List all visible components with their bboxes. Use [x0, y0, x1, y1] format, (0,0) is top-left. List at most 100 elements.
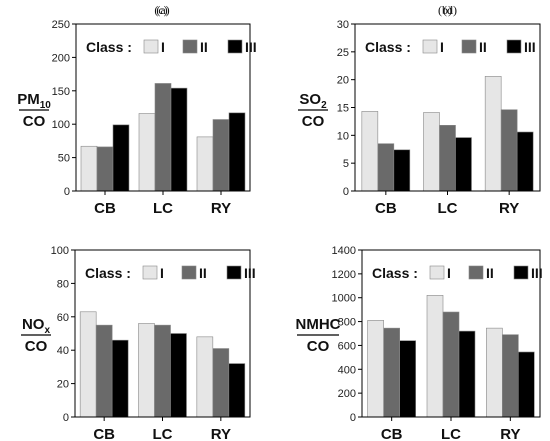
- legend: Class : I II III: [372, 265, 543, 281]
- y-tick-label: 30: [337, 19, 349, 31]
- legend-label-class-iii: III: [245, 39, 257, 55]
- bar-lc-class-ii: [154, 83, 172, 192]
- bar-lc-class-i: [138, 323, 155, 418]
- y-tick-label: 1200: [332, 269, 356, 281]
- y-label-numerator: PM10: [17, 91, 51, 111]
- plot-frame: [354, 23, 541, 192]
- bar-lc-class-i: [138, 113, 156, 192]
- bar-lc-class-i: [426, 295, 444, 418]
- bar-cb-class-i: [361, 111, 379, 192]
- y-tick-label: 100: [51, 245, 69, 257]
- y-axis-label: PM10 CO: [17, 91, 51, 130]
- legend-swatch-class-ii: [182, 39, 198, 54]
- y-tick-label: 80: [57, 278, 69, 290]
- y-tick-label: 60: [57, 312, 69, 324]
- legend-label-class-i: I: [161, 39, 165, 55]
- bar-ry-class-ii: [212, 348, 230, 418]
- x-category-label: CB: [94, 200, 116, 217]
- bar-lc-class-iii: [455, 137, 472, 192]
- y-label-numerator: NMHC: [296, 316, 341, 333]
- bar-cb-class-iii: [111, 339, 129, 418]
- y-tick-label: 10: [337, 130, 349, 142]
- legend-swatch-class-ii: [468, 265, 484, 280]
- y-axis-label: NMHC CO: [296, 316, 341, 355]
- bar-lc-class-ii: [154, 324, 171, 418]
- bar-lc-class-iii: [170, 333, 187, 418]
- legend-swatch-class-iii: [506, 39, 522, 54]
- legend-swatch-class-i: [142, 265, 158, 280]
- y-axis-label: SO2 CO: [298, 91, 328, 130]
- x-category-label: RY: [500, 426, 520, 441]
- y-tick-label: 800: [338, 317, 356, 329]
- y-tick-label: 100: [52, 119, 70, 131]
- y-tick-label: 250: [52, 19, 70, 31]
- y-tick-label: 5: [343, 158, 349, 170]
- legend-swatch-class-i: [143, 39, 159, 54]
- legend-swatch-class-i: [422, 39, 438, 54]
- y-tick-label: 1400: [332, 245, 356, 257]
- bar-cb-class-ii: [95, 324, 113, 418]
- bar-cb-class-iii: [399, 340, 416, 418]
- legend-label-class-i: I: [160, 265, 164, 281]
- bar-lc-class-ii: [439, 125, 456, 192]
- legend-label-class-iii: III: [531, 265, 543, 281]
- y-axis-label: NOx CO: [21, 316, 51, 355]
- y-tick-label: 20: [57, 379, 69, 391]
- bar-ry-class-iii: [228, 363, 246, 418]
- legend-swatch-class-iii: [513, 265, 529, 280]
- bar-cb-class-i: [80, 145, 98, 192]
- bar-lc-class-i: [423, 112, 440, 192]
- y-label-numerator: NOx: [22, 316, 51, 336]
- x-category-label: RY: [211, 426, 231, 441]
- bar-cb-class-ii: [96, 146, 114, 192]
- panel-label: (c): [154, 3, 167, 17]
- plot-frame: [74, 249, 251, 418]
- y-tick-label: 0: [350, 412, 356, 424]
- y-tick-label: 600: [338, 340, 356, 352]
- bar-cb-class-ii: [377, 143, 395, 192]
- y-tick-label: 25: [337, 47, 349, 59]
- y-tick-label: 150: [52, 86, 70, 98]
- legend-prefix: Class :: [85, 265, 131, 281]
- y-tick-label: 200: [338, 388, 356, 400]
- bar-cb-class-iii: [112, 124, 130, 192]
- y-tick-label: 0: [343, 186, 349, 198]
- x-category-label: CB: [375, 200, 397, 217]
- legend-label-class-ii: II: [486, 265, 494, 281]
- y-label-denominator: CO: [23, 113, 46, 130]
- bar-cb-class-ii: [383, 327, 400, 418]
- legend-swatch-class-ii: [461, 39, 477, 54]
- plot-frame: [361, 249, 541, 418]
- x-category-label: LC: [441, 426, 461, 441]
- legend-prefix: Class :: [86, 39, 132, 55]
- y-tick-label: 0: [64, 186, 70, 198]
- y-label-denominator: CO: [302, 113, 325, 130]
- bar-lc-class-iii: [170, 87, 188, 192]
- x-category-label: CB: [93, 426, 115, 441]
- bar-ry-class-iii: [516, 131, 534, 192]
- legend-label-class-ii: II: [199, 265, 207, 281]
- bar-ry-class-ii: [212, 119, 230, 192]
- y-tick-label: 400: [338, 364, 356, 376]
- x-category-label: LC: [153, 426, 173, 441]
- legend-label-class-i: I: [447, 265, 451, 281]
- x-category-label: RY: [211, 200, 231, 217]
- y-tick-label: 0: [63, 412, 69, 424]
- legend-swatch-class-iii: [227, 39, 243, 54]
- y-tick-label: 1000: [332, 293, 356, 305]
- plot-frame: [75, 23, 251, 192]
- bar-ry-class-ii: [502, 334, 519, 418]
- legend-swatch-class-ii: [181, 265, 197, 280]
- bar-ry-class-i: [196, 336, 214, 418]
- bar-ry-class-i: [484, 76, 502, 192]
- bar-ry-class-ii: [500, 109, 518, 192]
- y-tick-label: 50: [58, 153, 70, 165]
- y-tick-label: 15: [337, 103, 349, 115]
- x-category-label: RY: [499, 200, 519, 217]
- legend: Class : I II III: [86, 39, 257, 55]
- legend-label-class-i: I: [440, 39, 444, 55]
- x-category-label: CB: [381, 426, 403, 441]
